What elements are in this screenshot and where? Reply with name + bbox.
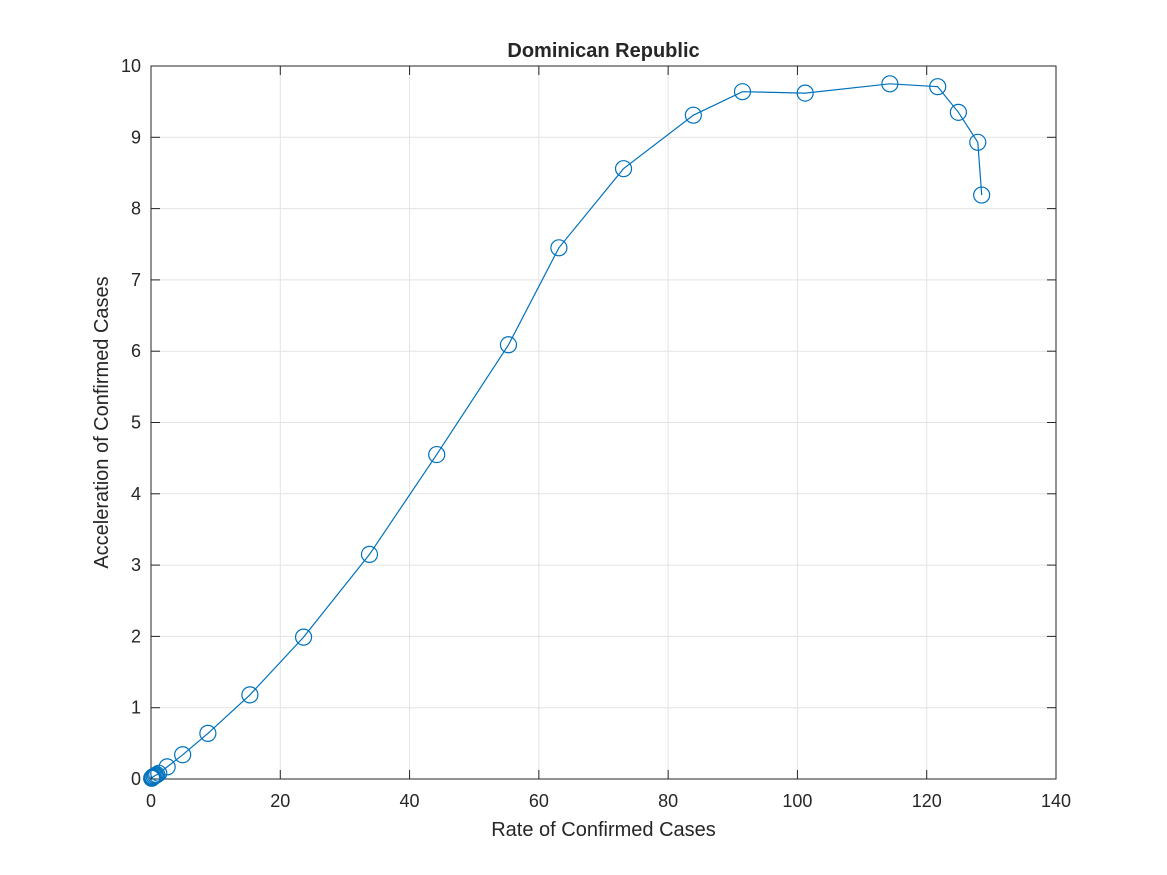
- x-tick-label: 60: [529, 791, 549, 811]
- y-tick-label: 6: [131, 341, 141, 361]
- y-axis-label: Acceleration of Confirmed Cases: [91, 276, 113, 568]
- x-tick-label: 40: [400, 791, 420, 811]
- data-point: [199, 724, 217, 742]
- y-tick-label: 3: [131, 555, 141, 575]
- data-point: [684, 106, 702, 124]
- data-point: [733, 83, 752, 101]
- data-point: [360, 545, 379, 564]
- data-point: [973, 186, 991, 204]
- data-point: [145, 767, 163, 785]
- y-tick-label: 5: [131, 413, 141, 433]
- data-point: [146, 766, 165, 785]
- x-axis-label: Rate of Confirmed Cases: [491, 819, 716, 841]
- data-point: [158, 758, 176, 776]
- y-tick-label: 1: [131, 698, 141, 718]
- data-point: [550, 239, 568, 257]
- data-point: [428, 445, 446, 464]
- data-point: [881, 75, 899, 93]
- x-tick-label: 120: [912, 791, 942, 811]
- y-tick-label: 7: [131, 270, 141, 290]
- series: [143, 75, 991, 787]
- axis-ticks: 0 20 40 60 80 100 120 140 0 1 2 3 4 5 6 7 8 9 10: [121, 56, 1071, 811]
- x-tick-label: 140: [1041, 791, 1071, 811]
- x-tick-label: 0: [146, 791, 156, 811]
- data-point: [144, 768, 162, 786]
- data-point: [614, 160, 633, 178]
- data-point: [929, 78, 947, 96]
- chart-title: Dominican Republic: [507, 40, 699, 62]
- y-tick-label: 2: [131, 626, 141, 646]
- y-tick-label: 9: [131, 127, 141, 147]
- data-point: [499, 336, 518, 354]
- data-point: [969, 133, 987, 151]
- y-tick-label: 4: [131, 484, 141, 504]
- y-tick-label: 0: [131, 769, 141, 789]
- data-point: [174, 746, 192, 764]
- data-point: [241, 686, 259, 704]
- data-point: [949, 103, 967, 121]
- x-tick-label: 20: [270, 791, 290, 811]
- x-tick-label: 80: [658, 791, 678, 811]
- y-tick-label: 10: [121, 56, 141, 76]
- data-point: [294, 628, 313, 646]
- series-line: [151, 83, 983, 779]
- x-tick-label: 100: [782, 791, 812, 811]
- y-tick-label: 8: [131, 199, 141, 219]
- data-point: [796, 84, 814, 102]
